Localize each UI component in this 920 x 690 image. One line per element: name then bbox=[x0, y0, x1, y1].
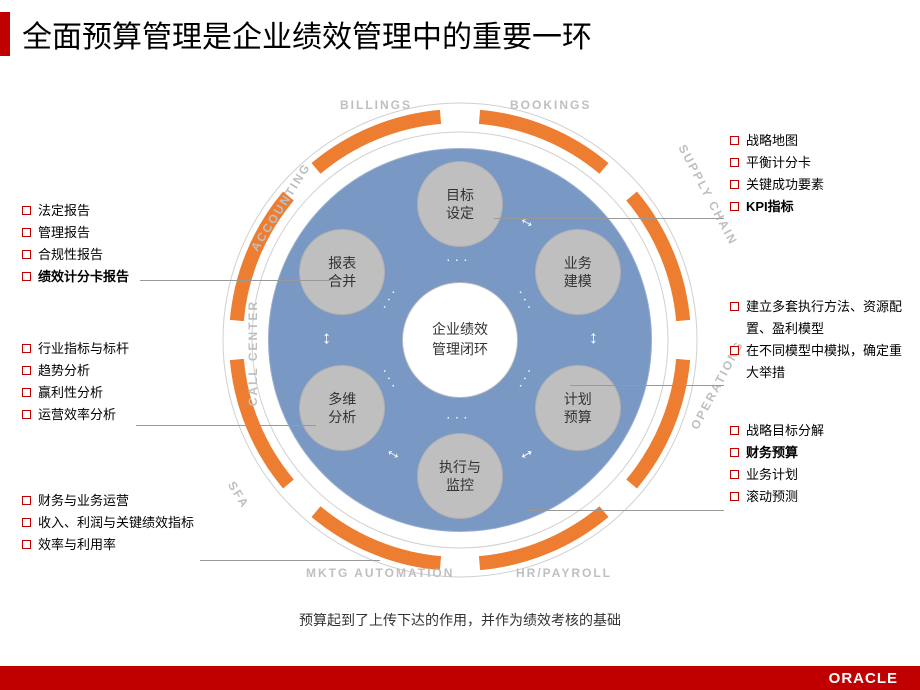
node-label: 业务 建模 bbox=[564, 254, 592, 290]
center-node: 企业绩效 管理闭环 bbox=[402, 282, 518, 398]
callout-line bbox=[570, 385, 724, 386]
footer-bar: ORACLE bbox=[0, 666, 920, 690]
node-exec: 执行与 监控 bbox=[417, 433, 503, 519]
callout-line bbox=[494, 218, 724, 219]
bullet-item: 绩效计分卡报告 bbox=[22, 266, 202, 288]
node-analysis: 多维 分析 bbox=[299, 365, 385, 451]
bullet-item: 赢利性分析 bbox=[22, 382, 202, 404]
callout-line bbox=[200, 560, 380, 561]
bullet-item: 效率与利用率 bbox=[22, 534, 202, 556]
bullet-group: 行业指标与标杆趋势分析赢利性分析运营效率分析 bbox=[22, 338, 202, 426]
bullet-item: 行业指标与标杆 bbox=[22, 338, 202, 360]
bullet-item: 财务预算 bbox=[730, 442, 912, 464]
node-label: 报表 合并 bbox=[328, 254, 356, 290]
bullet-item: 建立多套执行方法、资源配置、盈利模型 bbox=[730, 296, 912, 340]
bullet-group: 建立多套执行方法、资源配置、盈利模型在不同模型中模拟，确定重大举措 bbox=[730, 296, 912, 384]
bullet-group: 战略地图平衡计分卡关键成功要素KPI指标 bbox=[730, 130, 912, 218]
bullet-item: 战略地图 bbox=[730, 130, 912, 152]
node-plan: 计划 预算 bbox=[535, 365, 621, 451]
bullet-item: 法定报告 bbox=[22, 200, 202, 222]
node-label: 执行与 监控 bbox=[439, 458, 481, 494]
node-label: 多维 分析 bbox=[328, 390, 356, 426]
bullet-item: 运营效率分析 bbox=[22, 404, 202, 426]
ring-label: CALL CENTER bbox=[246, 300, 260, 406]
node-label: 计划 预算 bbox=[564, 390, 592, 426]
spoke-dots: · · · bbox=[446, 411, 468, 427]
bullet-item: KPI指标 bbox=[730, 196, 912, 218]
bullet-item: 收入、利润与关键绩效指标 bbox=[22, 512, 202, 534]
bullet-item: 关键成功要素 bbox=[730, 174, 912, 196]
slide-title: 全面预算管理是企业绩效管理中的重要一环 bbox=[22, 12, 592, 56]
node-label: 目标 设定 bbox=[446, 186, 474, 222]
node-goal: 目标 设定 bbox=[417, 161, 503, 247]
bullet-group: 法定报告管理报告合规性报告绩效计分卡报告 bbox=[22, 200, 202, 288]
bullet-group: 财务与业务运营收入、利润与关键绩效指标效率与利用率 bbox=[22, 490, 202, 556]
spoke-dots: · · · bbox=[446, 251, 468, 267]
bullet-item: 滚动预测 bbox=[730, 486, 912, 508]
bullet-item: 管理报告 bbox=[22, 222, 202, 244]
arrow-between: ↔ bbox=[314, 330, 335, 348]
node-model: 业务 建模 bbox=[535, 229, 621, 315]
bullet-item: 业务计划 bbox=[730, 464, 912, 486]
bullet-item: 合规性报告 bbox=[22, 244, 202, 266]
bullet-item: 在不同模型中模拟，确定重大举措 bbox=[730, 340, 912, 384]
diagram-caption: 预算起到了上传下达的作用，并作为绩效考核的基础 bbox=[0, 610, 920, 630]
center-label: 企业绩效 管理闭环 bbox=[432, 320, 488, 359]
title-accent bbox=[0, 12, 10, 56]
callout-line bbox=[528, 510, 724, 511]
ring-label: HR/PAYROLL bbox=[516, 566, 612, 580]
ring-label: BOOKINGS bbox=[510, 98, 591, 112]
bullet-item: 趋势分析 bbox=[22, 360, 202, 382]
arrow-between: ↔ bbox=[586, 330, 607, 348]
bullet-item: 平衡计分卡 bbox=[730, 152, 912, 174]
oracle-logo: ORACLE bbox=[829, 670, 898, 687]
ring-label: MKTG AUTOMATION bbox=[306, 566, 454, 580]
ring-label: BILLINGS bbox=[340, 98, 412, 112]
node-report: 报表 合并 bbox=[299, 229, 385, 315]
bullet-item: 战略目标分解 bbox=[730, 420, 912, 442]
epm-cycle-diagram: 企业绩效 管理闭环 目标 设定业务 建模计划 预算执行与 监控 多维 分析 报表 合… bbox=[220, 100, 700, 580]
bullet-item: 财务与业务运营 bbox=[22, 490, 202, 512]
bullet-group: 战略目标分解财务预算业务计划滚动预测 bbox=[730, 420, 912, 508]
slide-title-bar: 全面预算管理是企业绩效管理中的重要一环 bbox=[0, 12, 592, 56]
